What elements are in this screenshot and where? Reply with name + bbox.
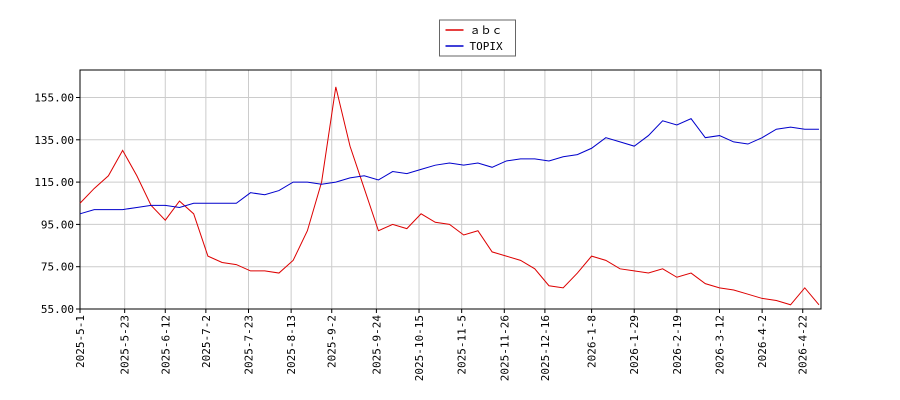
y-tick-label: 135.00 (34, 134, 74, 147)
x-tick-label: 2025-5-1 (74, 315, 87, 368)
x-tick-label: 2025-11-5 (456, 315, 469, 375)
x-tick-label: 2026-1-8 (586, 315, 599, 368)
legend-box (439, 19, 516, 57)
x-tick-label: 2025-7-2 (200, 315, 213, 368)
legend-label: TOPIX (470, 40, 503, 53)
plot-frame (79, 69, 822, 310)
y-tick-label: 55.00 (41, 303, 74, 316)
legend-label: ａｂｃ (470, 24, 503, 37)
x-tick-label: 2025-9-24 (370, 315, 383, 375)
x-tick-label: 2025-8-13 (285, 315, 298, 375)
x-tick-label: 2025-10-15 (413, 315, 426, 381)
x-tick-label: 2025-11-26 (498, 315, 511, 381)
x-tick-label: 2025-9-2 (326, 315, 339, 368)
y-tick-label: 155.00 (34, 91, 74, 104)
x-tick-label: 2026-4-2 (756, 315, 769, 368)
y-tick-label: 115.00 (34, 176, 74, 189)
x-tick-label: 2026-3-12 (713, 315, 726, 375)
x-tick-label: 2026-4-22 (797, 315, 810, 375)
x-tick-label: 2025-6-12 (159, 315, 172, 375)
series-line (79, 118, 819, 215)
x-tick-label: 2026-1-29 (628, 315, 641, 375)
y-tick-label: 95.00 (41, 218, 74, 231)
legend: ａｂｃ TOPIX (439, 19, 516, 57)
x-tick-label: 2025-7-23 (243, 315, 256, 375)
series-line (79, 86, 820, 306)
x-tick-label: 2026-2-19 (671, 315, 684, 375)
x-tick-label: 2025-12-16 (539, 315, 552, 381)
x-tick-label: 2025-5-23 (119, 315, 132, 375)
y-tick-label: 75.00 (41, 261, 74, 274)
